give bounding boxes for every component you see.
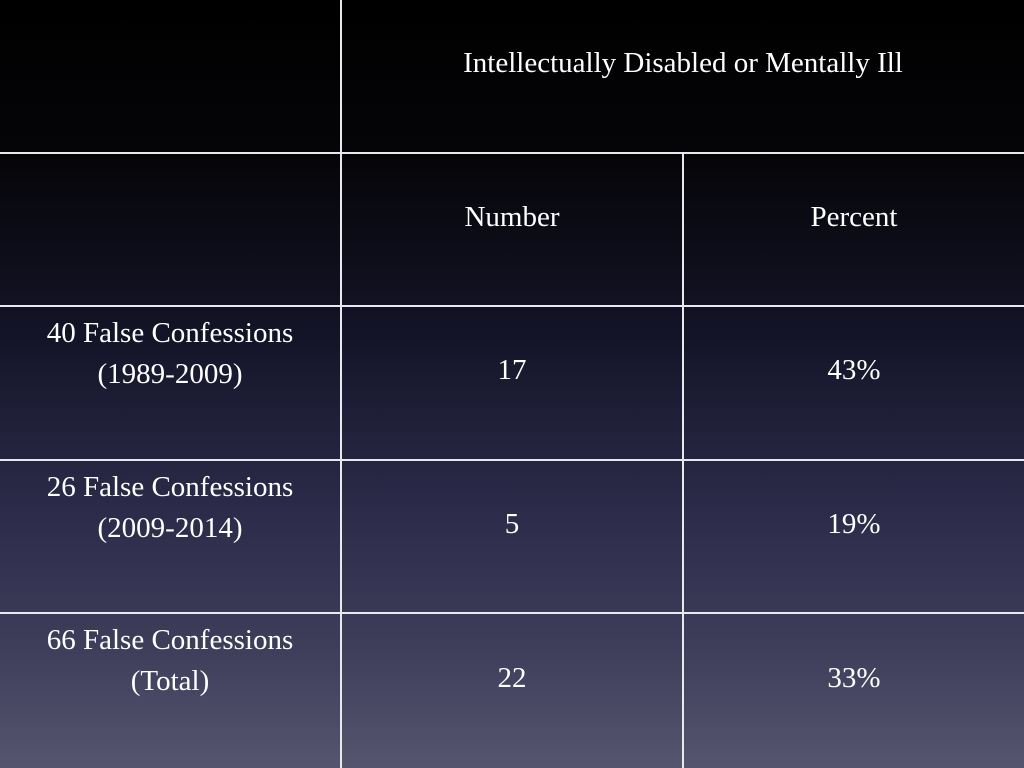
cell-percent: 33% <box>684 614 1024 742</box>
grid-line <box>340 0 342 768</box>
percent-value: 33% <box>827 661 881 694</box>
row-label-line2: (Total) <box>130 665 210 697</box>
grid-line <box>0 459 1024 461</box>
row-label-line2: (1989-2009) <box>97 358 243 390</box>
row-label: 26 False Confessions (2009-2014) <box>0 461 340 612</box>
grid-line <box>0 152 1024 154</box>
column-header-number: Number <box>342 154 682 280</box>
grid-line <box>0 305 1024 307</box>
row-label: 40 False Confessions (1989-2009) <box>0 307 340 459</box>
row-label-line1: 66 False Confessions <box>46 624 294 656</box>
cell-number: 5 <box>342 461 682 587</box>
row-label-line2: (2009-2014) <box>97 512 243 544</box>
grid-line <box>0 612 1024 614</box>
group-header: Intellectually Disabled or Mentally Ill <box>342 0 1024 126</box>
percent-value: 19% <box>827 507 881 540</box>
column-header-percent: Percent <box>684 154 1024 280</box>
row-label-line1: 40 False Confessions <box>46 317 294 349</box>
column-header-text: Percent <box>810 200 898 233</box>
cell-percent: 43% <box>684 307 1024 433</box>
row-label: 66 False Confessions (Total) <box>0 614 340 768</box>
group-header-text: Intellectually Disabled or Mentally Ill <box>463 46 903 79</box>
number-value: 22 <box>497 661 527 694</box>
number-value: 17 <box>497 353 527 386</box>
cell-number: 22 <box>342 614 682 742</box>
cell-number: 17 <box>342 307 682 433</box>
cell-percent: 19% <box>684 461 1024 587</box>
row-label-line1: 26 False Confessions <box>46 471 294 503</box>
number-value: 5 <box>504 507 520 540</box>
column-header-text: Number <box>464 200 560 233</box>
percent-value: 43% <box>827 353 881 386</box>
